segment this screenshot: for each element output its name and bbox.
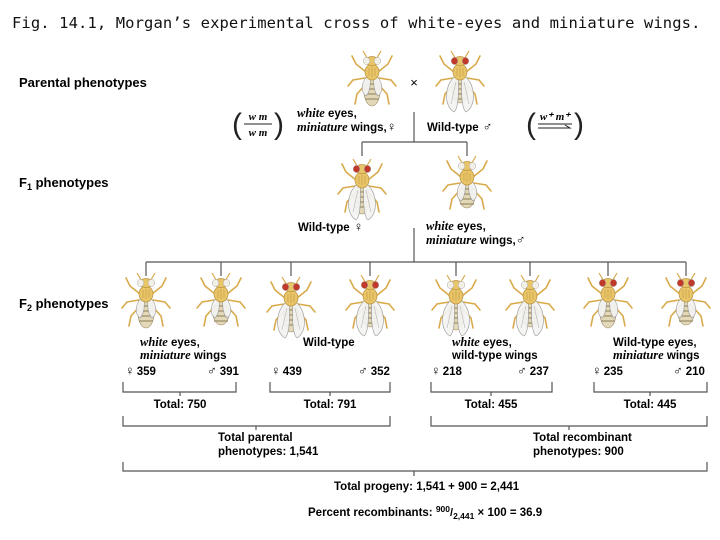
f2-group-3-total: Total: 455 — [465, 399, 518, 411]
f2-fly-1-female — [121, 272, 171, 329]
f2-group-3-line-1: white eyes, — [452, 335, 512, 349]
svg-text:): ) — [574, 108, 584, 141]
f2-fly-2-female — [266, 276, 316, 339]
parental-female-label-1: white eyes, — [297, 106, 357, 120]
f2-group-4-total: Total: 445 — [624, 399, 677, 411]
f2-group-3-female-count: ♀ 218 — [431, 363, 463, 378]
f2-group-1-female-count: ♀ 359 — [125, 363, 156, 378]
f2-fly-4-male — [661, 272, 711, 327]
figure-caption: Fig. 14.1, Morgan’s experimental cross o… — [12, 14, 701, 32]
f2-group-4-female-count: ♀ 235 — [592, 363, 624, 378]
male-genotype-top: w⁺ m⁺ — [540, 111, 571, 123]
f2-group-2-male-count: ♂ 352 — [358, 363, 390, 378]
f2-row-label: F2 phenotypes — [19, 296, 109, 313]
group-brackets — [122, 382, 708, 396]
svg-text:(: ( — [232, 108, 242, 141]
f1-male-label-2: miniature wings,♂ — [426, 232, 525, 247]
female-genotype-bottom: w m — [249, 127, 268, 139]
f1-male-fly — [442, 155, 492, 210]
f2-group-1-line-1: white eyes, — [140, 335, 200, 349]
f1-female-label: Wild-type ♀ — [298, 219, 363, 234]
parental-female-label-2: miniature wings,♀ — [297, 119, 396, 134]
f2-fly-3-male — [505, 274, 555, 337]
f2-group-3-line-2: wild-type wings — [451, 350, 538, 362]
parental-male-fly — [435, 50, 485, 113]
total-parental-line-1: Total parental — [218, 432, 293, 444]
f2-fly-4-female — [583, 272, 633, 329]
total-recombinant-line-2: phenotypes: 900 — [533, 446, 624, 458]
f1-male-label-1: white eyes, — [426, 219, 486, 233]
total-progeny: Total progeny: 1,541 + 900 = 2,441 — [334, 481, 520, 493]
cross-symbol: × — [410, 75, 418, 90]
f1-female-fly — [337, 158, 387, 221]
total-parental-line-2: phenotypes: 1,541 — [218, 446, 319, 458]
female-genotype: ( w m w m ) — [232, 108, 284, 141]
f2-fly-1-male — [196, 272, 246, 327]
parental-row-label: Parental phenotypes — [19, 75, 147, 90]
f2-group-2-total: Total: 791 — [304, 399, 357, 411]
f2-group-4-line-1: Wild-type eyes, — [613, 337, 697, 349]
female-genotype-top: w m — [249, 111, 268, 123]
f2-group-2-line-1: Wild-type — [303, 337, 355, 349]
svg-text:(: ( — [526, 108, 536, 141]
f2-fly-3-female — [431, 274, 481, 337]
f2-group-4-male-count: ♂ 210 — [673, 363, 705, 378]
male-genotype: ( w⁺ m⁺ ) — [526, 108, 584, 141]
total-recombinant-line-1: Total recombinant — [533, 432, 632, 444]
f2-group-2-female-count: ♀ 439 — [271, 363, 302, 378]
f2-group-1-male-count: ♂ 391 — [207, 363, 240, 378]
f2-fly-2-male — [345, 274, 395, 337]
f2-group-3-male-count: ♂ 237 — [517, 363, 549, 378]
f2-group-1-total: Total: 750 — [154, 399, 207, 411]
f2-group-4-line-2: miniature wings — [613, 348, 700, 362]
f1-row-label: F1 phenotypes — [19, 175, 109, 192]
parental-male-label: Wild-type ♂ — [427, 119, 492, 134]
f2-group-1-line-2: miniature wings — [140, 348, 227, 362]
percent-recombinants: Percent recombinants: 900/2,441 × 100 = … — [308, 504, 542, 521]
parental-female-fly — [347, 50, 397, 107]
svg-text:): ) — [274, 108, 284, 141]
